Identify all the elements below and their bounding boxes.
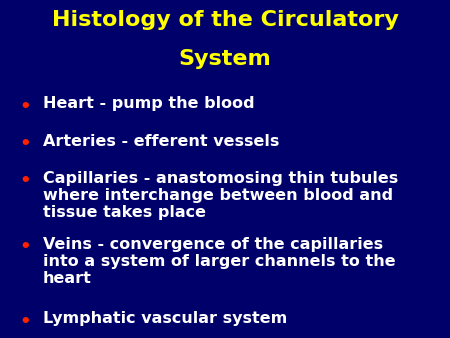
Text: Arteries - efferent vessels: Arteries - efferent vessels [43,134,279,148]
Text: •: • [19,172,31,190]
Text: •: • [19,313,31,331]
Text: Veins - convergence of the capillaries
into a system of larger channels to the
h: Veins - convergence of the capillaries i… [43,237,396,286]
Text: System: System [179,49,271,69]
Text: Capillaries - anastomosing thin tubules
where interchange between blood and
tiss: Capillaries - anastomosing thin tubules … [43,171,398,220]
Text: •: • [19,135,31,153]
Text: •: • [19,98,31,116]
Text: Histology of the Circulatory: Histology of the Circulatory [52,10,398,30]
Text: Heart - pump the blood: Heart - pump the blood [43,96,254,111]
Text: •: • [19,238,31,256]
Text: Lymphatic vascular system: Lymphatic vascular system [43,311,287,326]
